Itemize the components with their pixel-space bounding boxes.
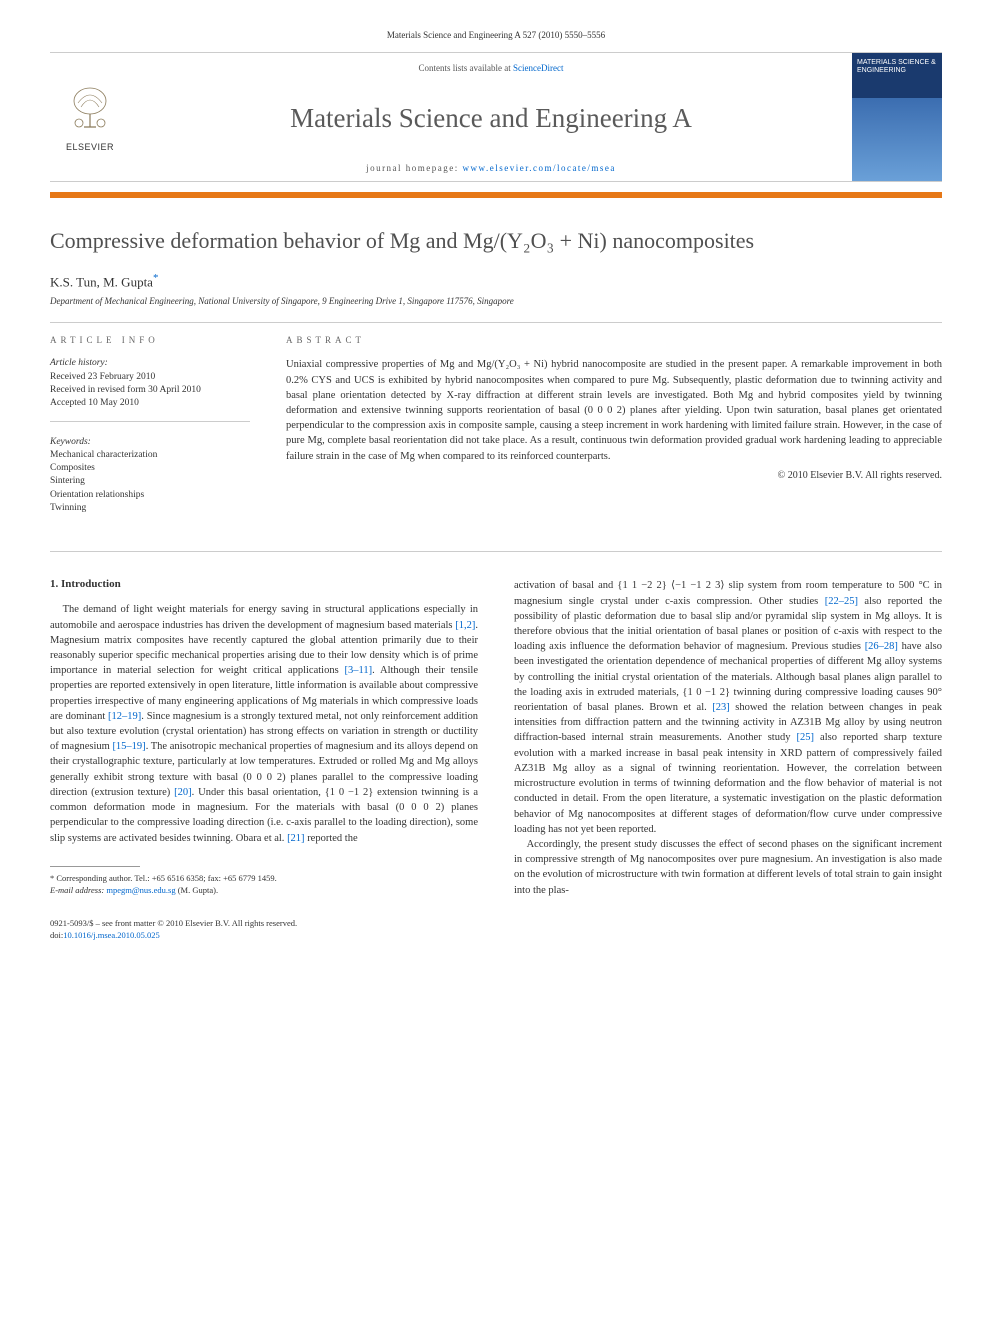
keyword: Twinning	[50, 502, 250, 515]
main-two-column-body: 1. Introduction The demand of light weig…	[50, 578, 942, 898]
homepage-prefix: journal homepage:	[366, 163, 462, 173]
ref-citation[interactable]: [20]	[174, 787, 192, 798]
ref-citation[interactable]: [25]	[797, 732, 815, 743]
citation-header: Materials Science and Engineering A 527 …	[50, 30, 942, 40]
ref-citation[interactable]: [1,2]	[455, 620, 475, 631]
homepage-link[interactable]: www.elsevier.com/locate/msea	[463, 163, 616, 173]
contents-prefix: Contents lists available at	[419, 63, 513, 73]
journal-header-band: ELSEVIER Contents lists available at Sci…	[50, 52, 942, 182]
divider	[50, 551, 942, 552]
publisher-label: ELSEVIER	[66, 142, 114, 152]
affiliation: Department of Mechanical Engineering, Na…	[50, 296, 942, 306]
doi-prefix: doi:	[50, 930, 63, 940]
article-info-label: ARTICLE INFO	[50, 335, 250, 345]
email-link[interactable]: mpegm@nus.edu.sg	[106, 885, 175, 895]
ref-citation[interactable]: [15–19]	[112, 741, 145, 752]
authors-text: K.S. Tun, M. Gupta	[50, 274, 153, 289]
ref-citation[interactable]: [12–19]	[108, 711, 141, 722]
keyword: Sintering	[50, 475, 250, 488]
ref-citation[interactable]: [3–11]	[345, 665, 373, 676]
abstract-copyright: © 2010 Elsevier B.V. All rights reserved…	[286, 470, 942, 481]
ref-citation[interactable]: [23]	[712, 702, 730, 713]
publisher-logo-block: ELSEVIER	[50, 53, 130, 181]
body-paragraph: activation of basal and {1 1 −2 2} ⟨−1 −…	[514, 578, 942, 898]
col2-para1: activation of basal and {1 1 −2 2} ⟨−1 −…	[514, 578, 942, 837]
accepted-date: Accepted 10 May 2010	[50, 397, 250, 410]
cover-title-text: MATERIALS SCIENCE & ENGINEERING	[852, 53, 942, 82]
journal-title: Materials Science and Engineering A	[290, 103, 692, 134]
info-abstract-row: ARTICLE INFO Article history: Received 2…	[50, 335, 942, 539]
revised-date: Received in revised form 30 April 2010	[50, 384, 250, 397]
doi-link[interactable]: 10.1016/j.msea.2010.05.025	[63, 930, 160, 940]
ref-citation[interactable]: [21]	[287, 833, 305, 844]
email-label: E-mail address:	[50, 885, 106, 895]
article-history-block: Article history: Received 23 February 20…	[50, 357, 250, 421]
footer-metadata: 0921-5093/$ – see front matter © 2010 El…	[50, 918, 942, 942]
page: Materials Science and Engineering A 527 …	[0, 0, 992, 972]
footnote-separator	[50, 866, 140, 867]
corresponding-author-footnote: * Corresponding author. Tel.: +65 6516 6…	[50, 873, 478, 897]
orange-divider-bar	[50, 192, 942, 198]
keyword: Orientation relationships	[50, 489, 250, 502]
contents-available-line: Contents lists available at ScienceDirec…	[419, 63, 564, 73]
keyword: Composites	[50, 462, 250, 475]
received-date: Received 23 February 2010	[50, 371, 250, 384]
doi-line: doi:10.1016/j.msea.2010.05.025	[50, 930, 942, 942]
divider	[50, 322, 942, 323]
keywords-block: Keywords: Mechanical characterization Co…	[50, 436, 250, 526]
abstract-text: Uniaxial compressive properties of Mg an…	[286, 357, 942, 464]
abstract-column: ABSTRACT Uniaxial compressive properties…	[286, 335, 942, 539]
ref-citation[interactable]: [26–28]	[865, 641, 898, 652]
corresponding-marker[interactable]: *	[153, 272, 158, 284]
journal-cover-thumbnail: MATERIALS SCIENCE & ENGINEERING	[852, 53, 942, 181]
header-center: Contents lists available at ScienceDirec…	[130, 53, 852, 181]
keywords-label: Keywords:	[50, 436, 250, 449]
col2-para2: Accordingly, the present study discusses…	[514, 837, 942, 898]
keyword: Mechanical characterization	[50, 449, 250, 462]
ref-citation[interactable]: [22–25]	[825, 596, 858, 607]
article-info-column: ARTICLE INFO Article history: Received 2…	[50, 335, 250, 539]
elsevier-tree-icon	[62, 83, 118, 139]
email-suffix: (M. Gupta).	[176, 885, 219, 895]
section-heading-intro: 1. Introduction	[50, 578, 478, 590]
right-column: activation of basal and {1 1 −2 2} ⟨−1 −…	[514, 578, 942, 898]
front-matter-line: 0921-5093/$ – see front matter © 2010 El…	[50, 918, 942, 930]
author-list: K.S. Tun, M. Gupta*	[50, 272, 942, 290]
email-line: E-mail address: mpegm@nus.edu.sg (M. Gup…	[50, 885, 478, 897]
left-column: 1. Introduction The demand of light weig…	[50, 578, 478, 898]
history-label: Article history:	[50, 357, 250, 370]
corresponding-line: * Corresponding author. Tel.: +65 6516 6…	[50, 873, 478, 885]
body-paragraph: The demand of light weight materials for…	[50, 602, 478, 846]
journal-homepage-line: journal homepage: www.elsevier.com/locat…	[366, 163, 616, 173]
sciencedirect-link[interactable]: ScienceDirect	[513, 63, 563, 73]
abstract-label: ABSTRACT	[286, 335, 942, 345]
col1-para1: The demand of light weight materials for…	[50, 602, 478, 846]
article-title: Compressive deformation behavior of Mg a…	[50, 228, 942, 254]
